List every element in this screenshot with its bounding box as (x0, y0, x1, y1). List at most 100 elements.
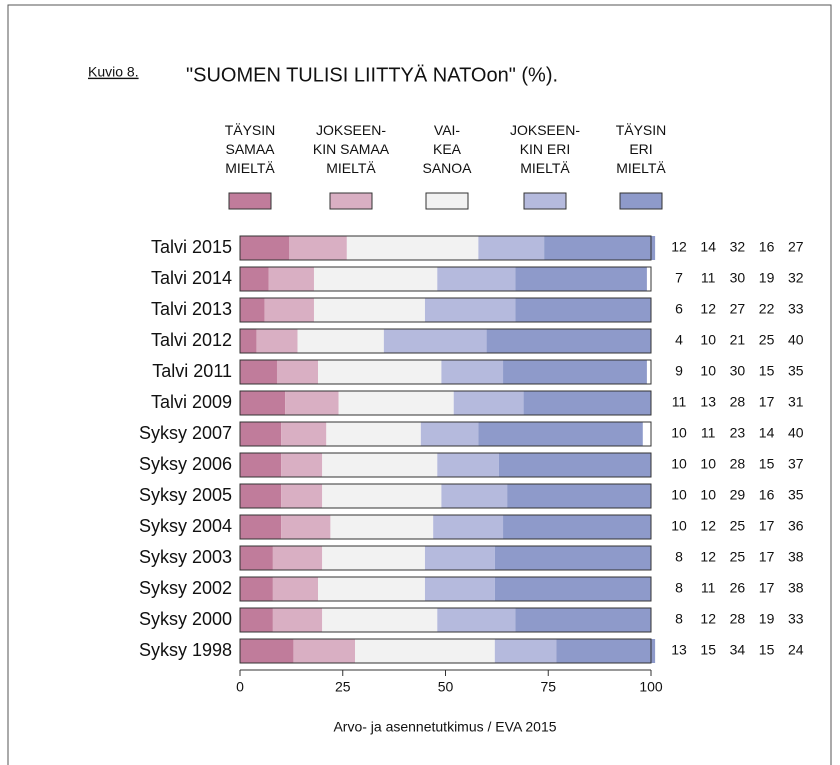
x-tick-label: 50 (438, 679, 454, 695)
value-label: 12 (700, 611, 716, 627)
bar-segment (276, 360, 319, 384)
bar-outline (239, 638, 652, 664)
bar-segment (240, 298, 265, 322)
source: Arvo- ja asennetutkimus / EVA 2015 (333, 719, 556, 735)
legend-swatch (425, 192, 469, 210)
value-label: 36 (788, 518, 804, 534)
bar-segment (281, 422, 327, 446)
bar-segment (264, 298, 314, 322)
value-label: 17 (759, 518, 775, 534)
value-label: 30 (730, 270, 746, 286)
value-label: 11 (701, 580, 716, 596)
bar-segment (313, 298, 425, 322)
value-label: 9 (675, 363, 683, 379)
bar-segment (515, 298, 651, 322)
y-tick-label: Syksy 2003 (139, 547, 232, 567)
y-tick-label: Talvi 2011 (152, 361, 232, 381)
value-label: 15 (759, 363, 775, 379)
value-label: 25 (759, 332, 775, 348)
legend-label: TÄYSIN SAMAA MIELTÄ (224, 122, 276, 176)
bar-segment (383, 329, 487, 353)
value-label: 7 (675, 270, 683, 286)
bar-segment (240, 236, 290, 260)
value-label: 8 (675, 580, 683, 596)
bar-segment (272, 546, 323, 570)
y-tick-label: Talvi 2012 (151, 330, 232, 350)
y-tick-label: Syksy 2007 (139, 423, 232, 443)
bar-outline (239, 452, 652, 478)
value-label: 22 (759, 301, 775, 317)
bar-segment (478, 236, 545, 260)
bar-segment (240, 608, 273, 632)
legend-label: TÄYSIN ERI MIELTÄ (615, 122, 667, 176)
bar-segment (297, 329, 384, 353)
value-label: 10 (700, 456, 716, 472)
bar-segment (437, 267, 516, 291)
chart-title: "SUOMEN TULISI LIITTYÄ NATOon" (%). (186, 64, 558, 86)
value-label: 32 (730, 239, 746, 255)
legend-swatch (523, 192, 567, 210)
bar-segment (478, 422, 643, 446)
bar-segment (268, 267, 314, 291)
bar-segment (503, 515, 651, 539)
bar-segment (515, 267, 647, 291)
bar-segment (424, 546, 495, 570)
bar-outline (239, 359, 652, 385)
bar-segment (240, 267, 269, 291)
bar-segment (338, 391, 454, 415)
value-label: 10 (671, 487, 687, 503)
x-tick-label: 0 (236, 679, 244, 695)
bar-segment (240, 577, 273, 601)
value-label: 28 (730, 394, 746, 410)
value-label: 32 (788, 270, 804, 286)
legend-swatch (619, 192, 663, 210)
bar-segment (424, 298, 516, 322)
value-label: 15 (759, 642, 775, 658)
y-tick-label: Talvi 2014 (151, 268, 232, 288)
frame (7, 4, 832, 765)
bar-segment (494, 577, 651, 601)
y-tick-label: Syksy 2000 (139, 609, 232, 629)
bar-segment (494, 639, 557, 663)
bar-segment (285, 391, 339, 415)
value-label: 35 (788, 363, 804, 379)
value-label: 12 (700, 301, 716, 317)
value-label: 27 (788, 239, 804, 255)
bar-segment (494, 546, 651, 570)
value-label: 10 (671, 456, 687, 472)
bar-segment (318, 360, 442, 384)
bar-outline (239, 576, 652, 602)
bar-segment (289, 236, 347, 260)
value-label: 11 (701, 425, 716, 441)
legend-swatch (228, 192, 272, 210)
bar-segment (322, 453, 438, 477)
bar-outline (239, 607, 652, 633)
bar-outline (239, 545, 652, 571)
value-label: 23 (730, 425, 746, 441)
bar-segment (498, 453, 651, 477)
bar-segment (281, 453, 323, 477)
bar-segment (424, 577, 495, 601)
bar-segment (272, 577, 319, 601)
bar-segment (544, 236, 656, 260)
value-label: 10 (671, 518, 687, 534)
bar-segment (240, 329, 257, 353)
x-tick-label: 25 (335, 679, 351, 695)
bar-segment (507, 484, 651, 508)
value-label: 16 (759, 239, 775, 255)
value-label: 10 (671, 425, 687, 441)
bar-segment (437, 453, 499, 477)
bar-segment (313, 267, 438, 291)
bar-outline (239, 297, 652, 323)
bar-segment (420, 422, 479, 446)
y-tick-label: Syksy 2005 (139, 485, 232, 505)
bar-segment (281, 515, 331, 539)
bar-segment (240, 422, 282, 446)
value-label: 26 (730, 580, 746, 596)
y-tick-label: Syksy 2002 (139, 578, 232, 598)
value-label: 33 (788, 301, 804, 317)
bar-segment (330, 515, 434, 539)
legend-label: VAI- KEA SANOA (422, 122, 472, 176)
